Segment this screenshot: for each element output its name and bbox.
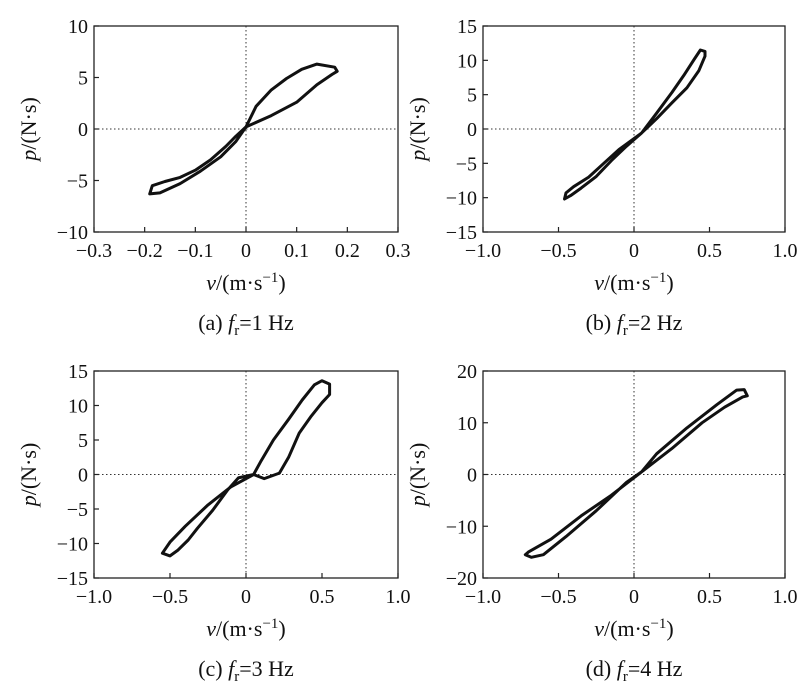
x-tick-label: 1.0: [386, 586, 411, 608]
y-tick-label: 20: [457, 361, 477, 383]
x-tick-label: 0: [629, 586, 639, 608]
y-axis-label: p/(N·s): [16, 97, 41, 163]
x-axis-label: v/(m·s−1): [206, 270, 286, 295]
panel-b: −15 −10 −5 0 5 10 15 −1.0 −0.5 0 0.5 1.0 p/(N·s) v/(m…: [405, 16, 798, 339]
x-tick-label: 0.1: [284, 240, 309, 262]
x-tick-label: 0: [241, 586, 251, 608]
y-tick-label: 0: [78, 119, 88, 141]
y-tick-label: −15: [446, 222, 477, 244]
y-axis-label: p/(N·s): [405, 443, 430, 509]
panel-caption: (d) fr=4 Hz: [586, 656, 683, 685]
x-tick-label: 1.0: [773, 586, 798, 608]
y-tick-label: −5: [67, 171, 88, 193]
panel-a: −10 −5 0 5 10 −0.3 −0.2 −0.1 0 0.1 0.2 0.3 p/(N·s) v/…: [16, 16, 411, 339]
y-tick-label: −10: [57, 534, 88, 556]
y-tick-label: −5: [456, 153, 477, 175]
series-line-0: [148, 62, 339, 196]
x-axis-label: v/(m·s−1): [594, 270, 674, 295]
x-tick-label: −0.2: [127, 240, 163, 262]
y-tick-label: −10: [57, 222, 88, 244]
y-tick-label: 5: [78, 430, 88, 452]
panel-d: −20 −10 0 10 20 −1.0 −0.5 0 0.5 1.0 p/(N·s) v/(m·s−…: [405, 361, 798, 685]
x-tick-label: −1.0: [465, 240, 501, 262]
x-tick-label: 1.0: [773, 240, 798, 262]
y-tick-label: −20: [446, 568, 477, 590]
x-tick-label: 0.5: [310, 586, 335, 608]
series-line-0: [523, 388, 749, 559]
y-tick-label: −10: [446, 516, 477, 538]
x-axis-label: v/(m·s−1): [594, 616, 674, 641]
x-tick-label: −1.0: [465, 586, 501, 608]
series-line-0: [160, 379, 332, 558]
y-tick-label: 0: [78, 465, 88, 487]
x-tick-label: −0.1: [177, 240, 213, 262]
y-tick-label: 10: [68, 16, 88, 38]
y-tick-label: 15: [457, 16, 477, 38]
panel-c: −15 −10 −5 0 5 10 15 −1.0 −0.5 0 0.5 1.0 p/(N·s) v/(m…: [16, 361, 411, 685]
y-tick-label: 5: [467, 85, 477, 107]
series-line-0: [563, 48, 707, 201]
x-tick-label: 0.2: [335, 240, 360, 262]
x-tick-label: 0: [629, 240, 639, 262]
y-axis-label: p/(N·s): [16, 443, 41, 509]
panel-caption: (b) fr=2 Hz: [586, 310, 683, 339]
x-tick-label: 0.5: [697, 240, 722, 262]
panel-caption: (c) fr=3 Hz: [198, 656, 294, 685]
x-axis-label: v/(m·s−1): [206, 616, 286, 641]
x-tick-label: −0.5: [152, 586, 188, 608]
y-tick-label: 15: [68, 361, 88, 383]
x-tick-label: −0.3: [76, 240, 112, 262]
y-tick-label: 10: [68, 396, 88, 418]
y-axis-label: p/(N·s): [405, 97, 430, 163]
panel-caption: (a) fr=1 Hz: [198, 310, 294, 339]
x-tick-label: −1.0: [76, 586, 112, 608]
y-tick-label: −10: [446, 188, 477, 210]
y-tick-label: −15: [57, 568, 88, 590]
y-tick-label: 5: [78, 68, 88, 90]
y-tick-label: 0: [467, 119, 477, 141]
x-tick-label: −0.5: [540, 240, 576, 262]
x-tick-label: 0.5: [697, 586, 722, 608]
x-tick-label: 0: [241, 240, 251, 262]
y-tick-label: −5: [67, 499, 88, 521]
x-tick-label: −0.5: [540, 586, 576, 608]
y-tick-label: 10: [457, 413, 477, 435]
x-tick-label: 0.3: [386, 240, 411, 262]
y-tick-label: 0: [467, 465, 477, 487]
y-tick-label: 10: [457, 50, 477, 72]
